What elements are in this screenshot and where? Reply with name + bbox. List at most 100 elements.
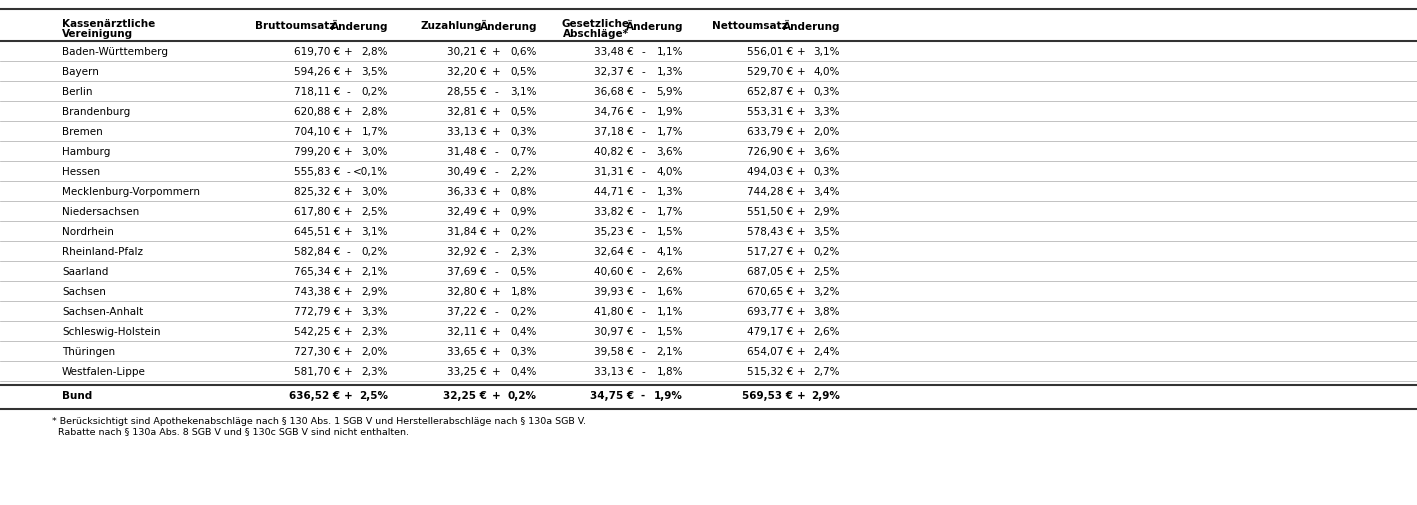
- Text: 32,92 €: 32,92 €: [448, 246, 487, 257]
- Text: 33,25 €: 33,25 €: [448, 366, 487, 376]
- Text: 2,3%: 2,3%: [510, 246, 537, 257]
- Text: +: +: [344, 390, 353, 400]
- Text: 0,2%: 0,2%: [510, 227, 537, 236]
- Text: 37,22 €: 37,22 €: [448, 307, 487, 316]
- Text: +: +: [344, 286, 353, 296]
- Text: 32,25 €: 32,25 €: [444, 390, 487, 400]
- Text: 2,5%: 2,5%: [361, 207, 388, 217]
- Text: 2,2%: 2,2%: [510, 167, 537, 177]
- Text: 0,5%: 0,5%: [510, 107, 537, 117]
- Text: Schleswig-Holstein: Schleswig-Holstein: [62, 326, 160, 336]
- Text: 2,1%: 2,1%: [361, 267, 388, 276]
- Text: -: -: [640, 246, 645, 257]
- Text: Thüringen: Thüringen: [62, 346, 115, 357]
- Text: -: -: [640, 307, 645, 316]
- Text: 32,80 €: 32,80 €: [448, 286, 487, 296]
- Text: 36,68 €: 36,68 €: [594, 87, 633, 97]
- Text: -: -: [640, 187, 645, 196]
- Text: 32,11 €: 32,11 €: [448, 326, 487, 336]
- Text: -: -: [640, 207, 645, 217]
- Text: 39,93 €: 39,93 €: [594, 286, 633, 296]
- Text: Bruttoumsatz: Bruttoumsatz: [255, 21, 334, 31]
- Text: -: -: [346, 167, 350, 177]
- Text: 0,4%: 0,4%: [510, 326, 537, 336]
- Text: 636,52 €: 636,52 €: [289, 390, 340, 400]
- Text: Niedersachsen: Niedersachsen: [62, 207, 139, 217]
- Text: 0,3%: 0,3%: [813, 167, 840, 177]
- Text: 0,9%: 0,9%: [510, 207, 537, 217]
- Text: Sachsen: Sachsen: [62, 286, 106, 296]
- Text: 32,81 €: 32,81 €: [448, 107, 487, 117]
- Text: 772,79 €: 772,79 €: [293, 307, 340, 316]
- Text: +: +: [492, 127, 500, 137]
- Text: 4,0%: 4,0%: [656, 167, 683, 177]
- Text: 0,8%: 0,8%: [510, 187, 537, 196]
- Text: 2,5%: 2,5%: [813, 267, 840, 276]
- Text: 3,6%: 3,6%: [656, 147, 683, 157]
- Text: +: +: [344, 67, 353, 77]
- Text: 479,17 €: 479,17 €: [747, 326, 794, 336]
- Text: -: -: [640, 286, 645, 296]
- Text: 0,2%: 0,2%: [361, 246, 388, 257]
- Text: 3,3%: 3,3%: [813, 107, 840, 117]
- Text: 569,53 €: 569,53 €: [743, 390, 794, 400]
- Text: 3,3%: 3,3%: [361, 307, 388, 316]
- Text: 4,0%: 4,0%: [813, 67, 840, 77]
- Text: 3,6%: 3,6%: [813, 147, 840, 157]
- Text: Mecklenburg-Vorpommern: Mecklenburg-Vorpommern: [62, 187, 200, 196]
- Text: Hessen: Hessen: [62, 167, 101, 177]
- Text: +: +: [796, 67, 805, 77]
- Text: 1,3%: 1,3%: [656, 67, 683, 77]
- Text: -: -: [640, 147, 645, 157]
- Text: 2,7%: 2,7%: [813, 366, 840, 376]
- Text: 2,3%: 2,3%: [361, 366, 388, 376]
- Text: 1,1%: 1,1%: [656, 47, 683, 57]
- Text: 0,5%: 0,5%: [510, 67, 537, 77]
- Text: 2,6%: 2,6%: [656, 267, 683, 276]
- Text: +: +: [344, 227, 353, 236]
- Text: 553,31 €: 553,31 €: [747, 107, 794, 117]
- Text: 1,9%: 1,9%: [655, 390, 683, 400]
- Text: +: +: [492, 286, 500, 296]
- Text: Gesetzliche: Gesetzliche: [561, 19, 629, 29]
- Text: Änderung: Änderung: [625, 20, 683, 32]
- Text: +: +: [344, 187, 353, 196]
- Text: 1,9%: 1,9%: [656, 107, 683, 117]
- Text: 693,77 €: 693,77 €: [747, 307, 794, 316]
- Text: -: -: [640, 326, 645, 336]
- Text: 30,21 €: 30,21 €: [448, 47, 487, 57]
- Text: +: +: [796, 127, 805, 137]
- Text: +: +: [796, 390, 805, 400]
- Text: Saarland: Saarland: [62, 267, 108, 276]
- Text: 3,2%: 3,2%: [813, 286, 840, 296]
- Text: -: -: [346, 87, 350, 97]
- Text: 0,2%: 0,2%: [510, 307, 537, 316]
- Text: 1,5%: 1,5%: [656, 326, 683, 336]
- Text: Nordrhein: Nordrhein: [62, 227, 113, 236]
- Text: +: +: [796, 87, 805, 97]
- Text: Kassenärztliche: Kassenärztliche: [62, 19, 156, 29]
- Text: 825,32 €: 825,32 €: [293, 187, 340, 196]
- Text: 765,34 €: 765,34 €: [293, 267, 340, 276]
- Text: 556,01 €: 556,01 €: [747, 47, 794, 57]
- Text: +: +: [492, 227, 500, 236]
- Text: 1,8%: 1,8%: [656, 366, 683, 376]
- Text: +: +: [344, 147, 353, 157]
- Text: 2,4%: 2,4%: [813, 346, 840, 357]
- Text: Zuzahlung: Zuzahlung: [421, 21, 482, 31]
- Text: +: +: [344, 47, 353, 57]
- Text: 687,05 €: 687,05 €: [747, 267, 794, 276]
- Text: Hamburg: Hamburg: [62, 147, 111, 157]
- Text: +: +: [796, 147, 805, 157]
- Text: 30,49 €: 30,49 €: [448, 167, 487, 177]
- Text: Sachsen-Anhalt: Sachsen-Anhalt: [62, 307, 143, 316]
- Text: 32,49 €: 32,49 €: [448, 207, 487, 217]
- Text: 30,97 €: 30,97 €: [594, 326, 633, 336]
- Text: 0,3%: 0,3%: [510, 346, 537, 357]
- Text: 726,90 €: 726,90 €: [747, 147, 794, 157]
- Text: +: +: [492, 107, 500, 117]
- Text: 3,8%: 3,8%: [813, 307, 840, 316]
- Text: 37,69 €: 37,69 €: [448, 267, 487, 276]
- Text: 33,82 €: 33,82 €: [594, 207, 633, 217]
- Text: +: +: [796, 307, 805, 316]
